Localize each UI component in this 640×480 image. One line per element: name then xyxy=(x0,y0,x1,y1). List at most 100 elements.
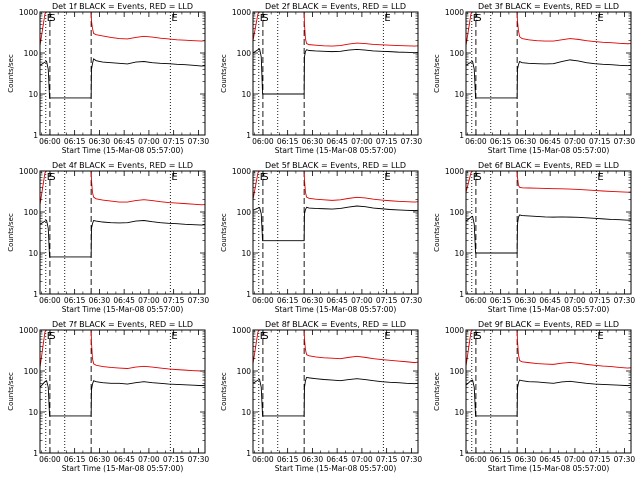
x-tick-label: 07:15 xyxy=(163,137,185,146)
x-tick-label: 07:00 xyxy=(564,137,586,146)
x-tick-label: 07:00 xyxy=(564,455,586,464)
marker-label-e: E xyxy=(171,172,177,183)
marker-label-e: E xyxy=(597,172,603,183)
marker-label-e: E xyxy=(260,331,266,342)
y-tick-label: 1 xyxy=(246,290,251,299)
y-tick-label: 100 xyxy=(24,208,39,217)
x-tick-label: 07:30 xyxy=(614,455,636,464)
x-tick-label: 07:15 xyxy=(589,137,611,146)
panel-title: Det 5f BLACK = Events, RED = LLD xyxy=(265,161,406,170)
lld-series-line xyxy=(253,171,418,203)
y-tick-label: 100 xyxy=(237,367,252,376)
panel-1: Det 1f BLACK = Events, RED = LLD Counts/s… xyxy=(7,2,209,155)
x-tick-label: 06:15 xyxy=(490,455,512,464)
marker-label-e: E xyxy=(47,172,53,183)
marker-label-e: E xyxy=(384,172,390,183)
y-tick-label: 100 xyxy=(450,49,465,58)
panel-8: Det 8f BLACK = Events, RED = LLD Counts/s… xyxy=(220,320,422,473)
plot-frame xyxy=(252,11,419,136)
events-series-line xyxy=(466,379,631,417)
x-tick-label: 06:15 xyxy=(490,137,512,146)
x-tick-label: 06:45 xyxy=(113,455,135,464)
x-tick-label: 06:00 xyxy=(252,296,274,305)
x-tick-label: 07:00 xyxy=(138,455,160,464)
y-tick-label: 100 xyxy=(24,49,39,58)
x-tick-label: 07:00 xyxy=(351,455,373,464)
panel-9: Det 9f BLACK = Events, RED = LLD Counts/s… xyxy=(433,320,635,473)
y-tick-label: 10 xyxy=(241,408,251,417)
lld-series-line xyxy=(466,12,631,46)
x-tick-label: 06:15 xyxy=(277,455,299,464)
y-tick-label: 1000 xyxy=(445,167,464,176)
panel-5: Det 5f BLACK = Events, RED = LLD Counts/s… xyxy=(220,161,422,314)
x-tick-label: 06:45 xyxy=(539,455,561,464)
marker-label-s: S xyxy=(49,13,55,24)
y-tick-label: 1000 xyxy=(19,8,38,17)
x-tick-label: 06:15 xyxy=(64,296,86,305)
marker-label-e: E xyxy=(473,172,479,183)
x-tick-label: 06:45 xyxy=(326,296,348,305)
x-tick-label: 06:15 xyxy=(490,296,512,305)
x-tick-label: 06:00 xyxy=(465,455,487,464)
marker-label-e: E xyxy=(473,13,479,24)
panel-title: Det 4f BLACK = Events, RED = LLD xyxy=(52,161,193,170)
x-tick-label: 07:30 xyxy=(614,137,636,146)
marker-label-s: S xyxy=(262,172,268,183)
x-axis-label: Start Time (15-Mar-08 05:57:00) xyxy=(275,305,397,314)
y-tick-label: 1 xyxy=(33,290,38,299)
marker-label-s: S xyxy=(49,172,55,183)
x-tick-label: 06:00 xyxy=(465,137,487,146)
y-tick-label: 10 xyxy=(454,249,464,258)
panel-6: Det 6f BLACK = Events, RED = LLD Counts/s… xyxy=(433,161,635,314)
x-axis-label: Start Time (15-Mar-08 05:57:00) xyxy=(275,146,397,155)
x-tick-label: 06:45 xyxy=(113,296,135,305)
y-tick-label: 1000 xyxy=(19,326,38,335)
lld-series-line xyxy=(40,330,205,372)
y-tick-label: 10 xyxy=(28,90,38,99)
x-tick-label: 06:45 xyxy=(326,137,348,146)
x-tick-label: 07:30 xyxy=(401,137,423,146)
plot-frame xyxy=(252,170,419,295)
events-series-line xyxy=(40,380,205,417)
x-tick-label: 07:30 xyxy=(614,296,636,305)
x-tick-label: 07:00 xyxy=(138,296,160,305)
y-axis-label: Counts/sec xyxy=(7,54,15,93)
y-tick-label: 10 xyxy=(454,90,464,99)
y-tick-label: 100 xyxy=(237,208,252,217)
events-series-line xyxy=(40,58,205,99)
lld-series-line xyxy=(40,171,205,206)
x-tick-label: 07:00 xyxy=(351,137,373,146)
lld-series-line xyxy=(253,330,418,364)
x-tick-label: 06:45 xyxy=(113,137,135,146)
x-axis-label: Start Time (15-Mar-08 05:57:00) xyxy=(488,146,610,155)
lld-series-line xyxy=(40,12,205,46)
y-tick-label: 100 xyxy=(237,49,252,58)
y-axis-label: Counts/sec xyxy=(433,54,441,93)
y-tick-label: 1 xyxy=(246,131,251,140)
plot-frame xyxy=(252,329,419,454)
events-series-line xyxy=(253,205,418,242)
x-tick-label: 06:45 xyxy=(539,137,561,146)
y-tick-label: 1 xyxy=(459,290,464,299)
y-tick-label: 1000 xyxy=(232,326,251,335)
y-tick-label: 1 xyxy=(33,449,38,458)
x-tick-label: 07:30 xyxy=(401,455,423,464)
x-tick-label: 06:30 xyxy=(89,137,111,146)
x-axis-label: Start Time (15-Mar-08 05:57:00) xyxy=(62,305,184,314)
lld-series-line xyxy=(466,330,631,369)
y-tick-label: 100 xyxy=(450,208,465,217)
y-tick-label: 10 xyxy=(28,408,38,417)
y-tick-label: 100 xyxy=(450,367,465,376)
panel-title: Det 1f BLACK = Events, RED = LLD xyxy=(52,2,193,11)
marker-label-e: E xyxy=(384,13,390,24)
panel-title: Det 9f BLACK = Events, RED = LLD xyxy=(478,320,619,329)
y-axis-label: Counts/sec xyxy=(433,372,441,411)
x-axis-label: Start Time (15-Mar-08 05:57:00) xyxy=(488,464,610,473)
panel-title: Det 7f BLACK = Events, RED = LLD xyxy=(52,320,193,329)
marker-label-e: E xyxy=(47,331,53,342)
plot-frame xyxy=(39,170,206,295)
y-tick-label: 100 xyxy=(24,367,39,376)
x-tick-label: 06:45 xyxy=(326,455,348,464)
panel-title: Det 6f BLACK = Events, RED = LLD xyxy=(478,161,619,170)
